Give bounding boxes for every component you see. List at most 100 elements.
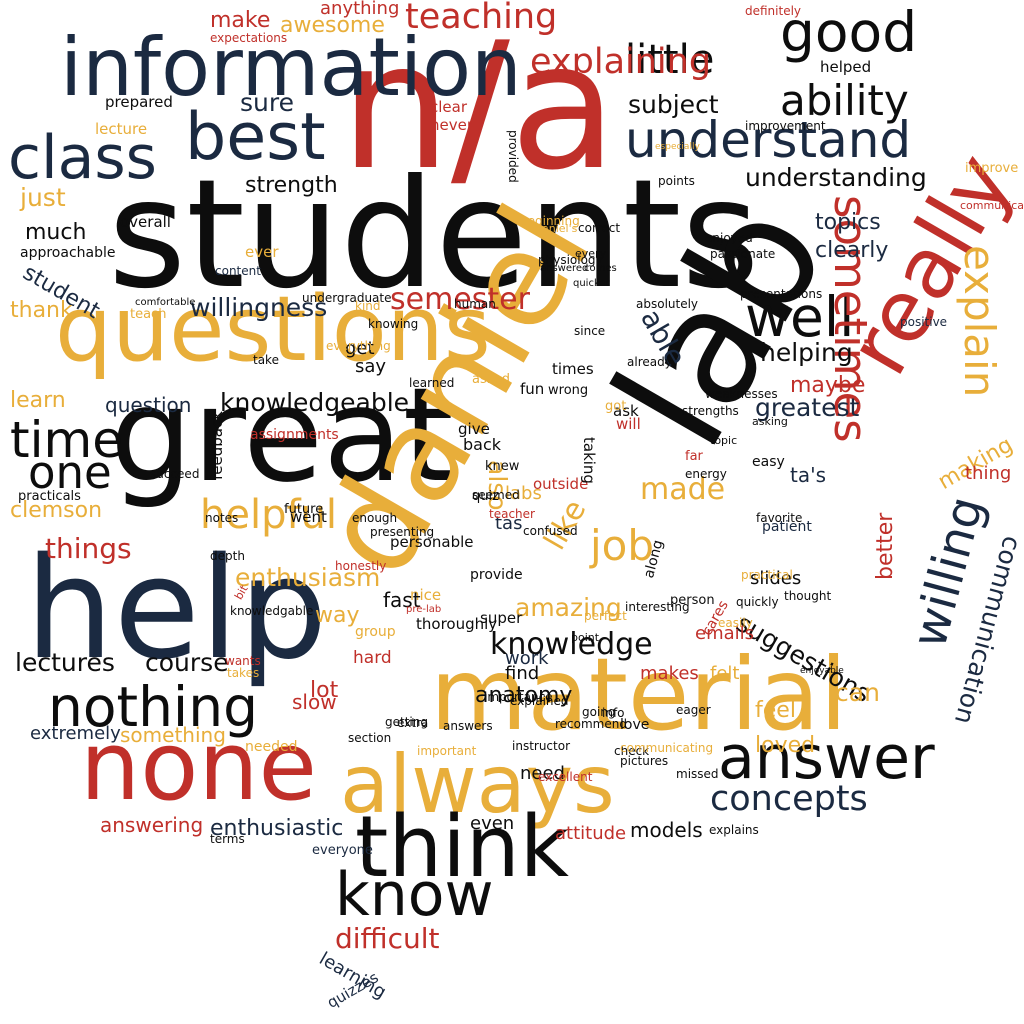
cloud-word: information (60, 21, 522, 114)
cloud-word: beginning (520, 214, 580, 228)
cloud-word: every (575, 247, 607, 260)
cloud-word: group (355, 624, 396, 640)
cloud-word: get (345, 338, 375, 359)
cloud-word: asked (472, 372, 511, 387)
cloud-word: clearly (815, 238, 889, 263)
cloud-word: importance (484, 690, 553, 704)
cloud-word: already (627, 355, 672, 369)
cloud-word: notes (205, 511, 239, 525)
cloud-word: taking (580, 437, 598, 484)
cloud-word: answers (443, 719, 493, 733)
cloud-word: pictures (620, 754, 669, 768)
cloud-word: better (873, 512, 898, 580)
cloud-word: fun (520, 380, 545, 398)
cloud-word: thank (10, 298, 73, 323)
cloud-word: human (454, 297, 496, 311)
cloud-word: helpful (200, 492, 338, 538)
cloud-word: ask (613, 402, 639, 420)
cloud-word: thought (784, 589, 832, 603)
cloud-word: knowledgable (230, 604, 314, 618)
cloud-word: positive (900, 315, 948, 329)
cloud-word: job (590, 521, 655, 570)
cloud-word: passionate (710, 247, 776, 261)
cloud-word: approachable (20, 245, 116, 261)
cloud-word: well (745, 285, 855, 349)
cloud-word: topics (815, 210, 881, 235)
cloud-word: easily (718, 616, 753, 630)
cloud-word: answer (718, 723, 935, 793)
cloud-word: prepared (105, 93, 173, 111)
cloud-word: one (28, 446, 112, 499)
cloud-word: work (505, 648, 549, 669)
cloud-word: easy (752, 454, 785, 470)
cloud-word: slides (750, 568, 802, 589)
cloud-word: communicate (960, 199, 1024, 212)
cloud-word: communicating (620, 741, 714, 755)
cloud-word: knew (485, 459, 520, 474)
cloud-word: quickly (736, 595, 779, 609)
cloud-word: strength (245, 173, 338, 198)
cloud-word: lecture (95, 120, 148, 138)
cloud-word: interesting (625, 600, 690, 614)
cloud-word: missed (676, 767, 719, 781)
cloud-word: course (145, 648, 229, 677)
cloud-word: just (20, 183, 66, 212)
cloud-word: improve (965, 161, 1019, 176)
cloud-word: overall (120, 213, 171, 231)
cloud-word: extremely (30, 723, 121, 744)
cloud-word: personable (390, 533, 474, 551)
cloud-word: things (45, 532, 132, 565)
cloud-word: improvement (745, 119, 826, 133)
cloud-word: feedback (208, 411, 226, 480)
cloud-word: semester (390, 282, 530, 317)
cloud-word: something (120, 723, 226, 747)
cloud-word: topic (710, 434, 738, 447)
cloud-word: super (480, 609, 523, 627)
cloud-word: make (210, 8, 271, 33)
cloud-word: important (417, 744, 477, 758)
cloud-word: explains (709, 823, 759, 837)
cloud-word: content (215, 264, 261, 278)
cloud-word: tas (495, 513, 523, 534)
cloud-word: asking (752, 415, 788, 428)
cloud-word: ever (245, 243, 279, 261)
cloud-word: questions (55, 277, 491, 382)
cloud-word: seemed (472, 488, 520, 502)
cloud-word: time (10, 411, 123, 469)
cloud-word: teach (130, 307, 167, 322)
cloud-word: answering (100, 813, 204, 837)
cloud-word: strengths (682, 404, 739, 418)
cloud-word: outside (533, 475, 589, 493)
cloud-word: wrong (548, 383, 589, 398)
cloud-word: daniel's (535, 222, 578, 235)
cloud-word: subject (628, 90, 719, 119)
cloud-word: helping (760, 338, 853, 367)
cloud-word: material (430, 636, 848, 753)
cloud-word: point (571, 631, 600, 644)
cloud-word: great (110, 359, 454, 511)
cloud-word: clear (430, 98, 468, 116)
cloud-word: assignments (250, 427, 339, 443)
cloud-word: provided (506, 130, 520, 183)
cloud-word: absolutely (636, 297, 699, 311)
cloud-word: everyone (312, 843, 373, 858)
cloud-word: knowledgeable (220, 388, 410, 417)
cloud-word: person (670, 593, 715, 608)
cloud-word: made (640, 472, 726, 507)
cloud-word: future (284, 502, 324, 517)
cloud-word: labs (505, 483, 542, 504)
cloud-word: practicals (18, 489, 81, 504)
cloud-word: teacher (489, 507, 535, 521)
cloud-word: will (616, 415, 641, 433)
cloud-word: recommend (555, 717, 627, 731)
cloud-word: getting (385, 715, 428, 729)
cloud-word: instructor (512, 739, 571, 753)
cloud-word: good (780, 0, 918, 64)
cloud-word: enthusiasm (235, 563, 381, 592)
cloud-word: fast (383, 588, 421, 612)
cloud-word: enjoyed (705, 231, 753, 245)
cloud-word: little (625, 37, 715, 83)
cloud-word: wants (225, 654, 261, 668)
cloud-word: info (602, 706, 625, 720)
cloud-word: models (630, 818, 703, 842)
